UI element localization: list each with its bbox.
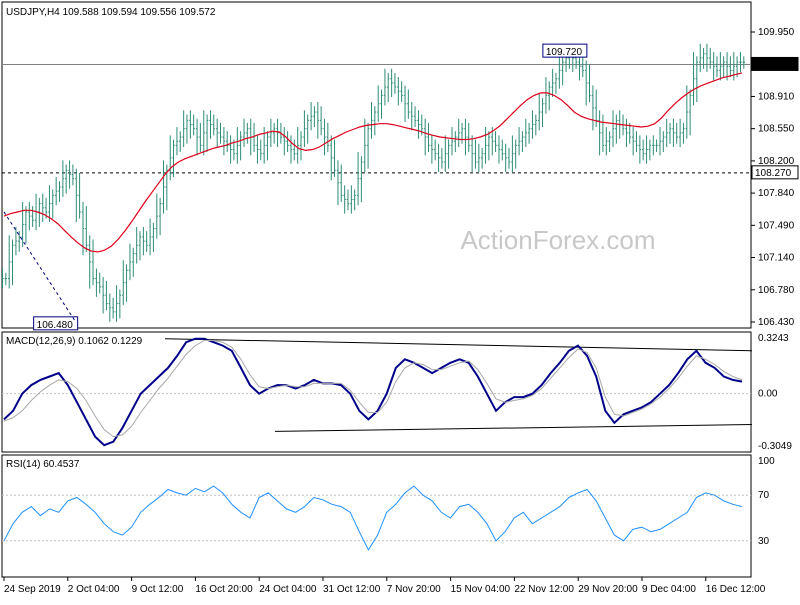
macd-panel-frame	[1, 331, 752, 453]
x-tick-label: 31 Oct 12:00	[323, 584, 381, 595]
x-axis: 24 Sep 2019 2 Oct 04:00 9 Oct 12:00 16 Oct …	[3, 577, 766, 595]
price-header: USDJPY,H4 109.588 109.594 109.556 109.57…	[6, 7, 216, 18]
macd-upper-trendline	[164, 338, 753, 352]
rsi-tick-label: 100	[758, 456, 775, 467]
x-tick-label: 2 Oct 04:00	[68, 584, 120, 595]
x-tick-label: 9 Dec 04:00	[642, 584, 696, 595]
rsi-tick-label: 70	[758, 490, 770, 501]
rsi-line	[3, 485, 743, 551]
rsi-y-axis: 100 70 30	[758, 456, 775, 547]
price-tick-label: 106.430	[758, 317, 795, 328]
x-tick-label: 9 Oct 12:00	[132, 584, 184, 595]
macd-layer	[2, 337, 753, 447]
x-tick-label: 24 Oct 04:00	[259, 584, 317, 595]
macd-tick-label: 0.3243	[758, 333, 789, 344]
annotation-label: 109.720	[546, 47, 583, 58]
price-tick-label: 107.140	[758, 253, 795, 264]
rsi-layer	[2, 485, 751, 551]
price-tick-label: 108.200	[758, 156, 795, 167]
hline-label-box	[751, 56, 799, 71]
x-tick-label: 7 Nov 20:00	[387, 584, 441, 595]
price-tick-label: 107.840	[758, 188, 795, 199]
x-tick-label: 16 Oct 20:00	[195, 584, 253, 595]
hline-label-box	[751, 165, 799, 180]
rsi-header: RSI(14) 60.4537	[6, 459, 80, 470]
macd-tick-label: -0.3049	[758, 441, 792, 452]
price-tick-label: 108.550	[758, 124, 795, 135]
annotation-box	[542, 43, 588, 58]
rsi-panel-frame	[1, 454, 752, 578]
hline-label: 109.572	[755, 59, 792, 70]
price-tick-label: 108.910	[758, 91, 795, 102]
watermark: ActionForex.com	[460, 225, 655, 255]
moving-average-line	[3, 72, 743, 253]
macd-y-axis: 0.3243 0.00 -0.3049	[758, 333, 792, 452]
annotation-label: 106.480	[37, 320, 74, 331]
x-tick-label: 16 Dec 12:00	[706, 584, 766, 595]
annotation-box	[33, 316, 79, 331]
x-tick-label: 24 Sep 2019	[4, 584, 61, 595]
x-tick-label: 15 Nov 04:00	[451, 584, 511, 595]
price-y-axis: 109.950109.250108.910108.550108.200107.8…	[751, 27, 799, 328]
signal-line	[3, 340, 743, 438]
rsi-tick-label: 30	[758, 536, 770, 547]
macd-lower-trendline	[274, 424, 753, 432]
price-tick-label: 106.780	[758, 285, 795, 296]
macd-tick-label: 0.00	[758, 389, 778, 400]
x-tick-label: 22 Nov 12:00	[514, 584, 574, 595]
price-tick-label: 109.950	[758, 27, 795, 38]
annotation-connector	[3, 211, 77, 323]
price-layer: 109.720 106.480	[1, 43, 751, 331]
hline-label: 108.270	[755, 168, 792, 179]
price-tick-label: 107.490	[758, 220, 795, 231]
macd-header: MACD(12,26,9) 0.1062 0.1229	[6, 336, 143, 347]
price-panel-frame	[1, 1, 752, 329]
macd-line	[3, 337, 743, 447]
x-tick-label: 29 Nov 20:00	[578, 584, 638, 595]
